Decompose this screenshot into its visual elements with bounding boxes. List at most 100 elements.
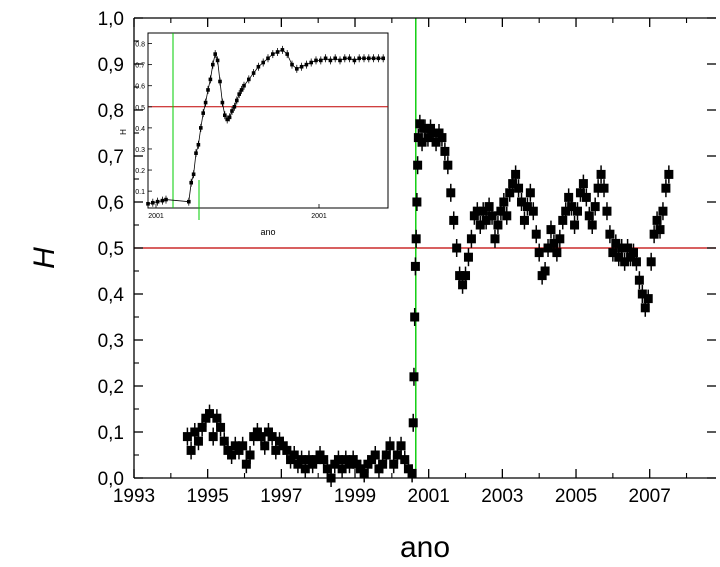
data-point — [664, 169, 674, 179]
data-point — [461, 271, 471, 281]
inset-data-point — [211, 62, 215, 67]
data-point — [249, 432, 259, 442]
inset-data-point — [338, 58, 342, 63]
data-point — [505, 188, 515, 198]
data-point — [190, 427, 200, 437]
data-point — [408, 418, 418, 428]
data-point — [626, 252, 636, 262]
inset-y-tick-label: 0.6 — [135, 84, 145, 91]
inset-data-point — [196, 142, 201, 147]
inset-data-point — [280, 48, 285, 52]
data-point — [333, 455, 343, 465]
x-tick-label: 1995 — [187, 486, 229, 507]
inset-y-tick-label: 0.7 — [135, 63, 145, 70]
y-tick-label: 0,5 — [98, 239, 124, 260]
inset-data-point — [261, 60, 265, 65]
data-point — [458, 280, 468, 290]
data-point — [637, 289, 647, 299]
inset-data-point — [266, 56, 270, 61]
data-point — [652, 215, 662, 225]
y-tick-label: 0,9 — [98, 55, 124, 76]
data-point — [517, 197, 527, 207]
data-point — [348, 455, 358, 465]
data-point — [227, 450, 237, 460]
inset-data-point — [227, 115, 232, 120]
data-point — [531, 229, 541, 239]
data-point — [216, 422, 226, 432]
inset-data-point — [203, 100, 208, 105]
data-point — [403, 464, 413, 474]
data-point — [581, 192, 591, 202]
inset-y-axis-label: H — [119, 129, 128, 135]
data-point — [245, 450, 255, 460]
inset-data-point — [352, 58, 357, 63]
x-tick-label: 2007 — [629, 486, 671, 507]
data-point — [412, 197, 422, 207]
inset-data-point — [151, 200, 155, 205]
main-plot: 1993 1995 1997 1999 2001 2003 2005 2007 0,0 0,1 0,… — [98, 9, 716, 507]
inset-data-point — [237, 92, 241, 96]
data-point — [534, 248, 544, 258]
data-point — [396, 441, 406, 451]
data-point — [655, 225, 665, 235]
inset-y-tick-label: 0.8 — [135, 42, 145, 49]
data-point — [389, 459, 399, 469]
data-point — [584, 211, 594, 221]
x-tick-label: 2003 — [481, 486, 523, 507]
data-point — [267, 432, 277, 442]
data-point — [519, 215, 529, 225]
inset-y-tick-label: 0.2 — [135, 168, 145, 175]
data-point — [493, 220, 503, 230]
inset-data-point — [215, 58, 220, 63]
y-tick-label: 1,0 — [98, 9, 124, 30]
inset-data-point — [343, 56, 347, 61]
data-point — [223, 445, 233, 455]
y-tick-label: 0,0 — [98, 469, 124, 490]
data-point — [363, 459, 373, 469]
inset-data-point — [376, 56, 381, 61]
data-point — [522, 202, 532, 212]
y-tick-label: 0,8 — [98, 101, 124, 122]
inset-data-point — [230, 109, 234, 113]
inset-data-point — [309, 60, 313, 65]
inset-data-point — [275, 50, 280, 54]
data-point — [623, 243, 633, 253]
inset-data-point — [381, 56, 385, 61]
inset-data-point — [146, 201, 150, 206]
data-point — [304, 455, 314, 465]
data-point — [617, 243, 627, 253]
inset-data-point — [194, 151, 198, 155]
data-point — [463, 252, 473, 262]
data-point — [540, 266, 550, 276]
data-point — [490, 234, 500, 244]
data-point — [437, 133, 447, 143]
data-point — [640, 303, 650, 313]
data-point — [558, 215, 568, 225]
data-point — [423, 133, 433, 143]
data-point — [193, 436, 203, 446]
inset-data-point — [319, 58, 323, 63]
data-point — [337, 464, 347, 474]
data-point — [496, 206, 506, 216]
data-point — [661, 183, 671, 193]
data-point — [286, 455, 296, 465]
data-point — [428, 128, 438, 138]
inset-data-point — [290, 62, 294, 67]
x-tick-label: 1993 — [113, 486, 155, 507]
data-point — [525, 188, 535, 198]
inset-x-tick-label: 2001 — [148, 213, 164, 220]
data-point — [378, 459, 388, 469]
data-point — [417, 137, 427, 147]
inset-data-point — [304, 62, 309, 67]
inset-data-point — [299, 64, 304, 69]
data-point — [182, 432, 192, 442]
data-point — [370, 450, 380, 460]
inset-series-line — [147, 49, 384, 205]
inset-x-axis-label: ano — [260, 227, 275, 237]
inset-y-tick-label: 0.1 — [135, 189, 145, 196]
data-point — [631, 257, 641, 267]
data-point — [561, 206, 571, 216]
data-point — [628, 248, 638, 258]
data-point — [271, 445, 281, 455]
data-point — [449, 215, 459, 225]
